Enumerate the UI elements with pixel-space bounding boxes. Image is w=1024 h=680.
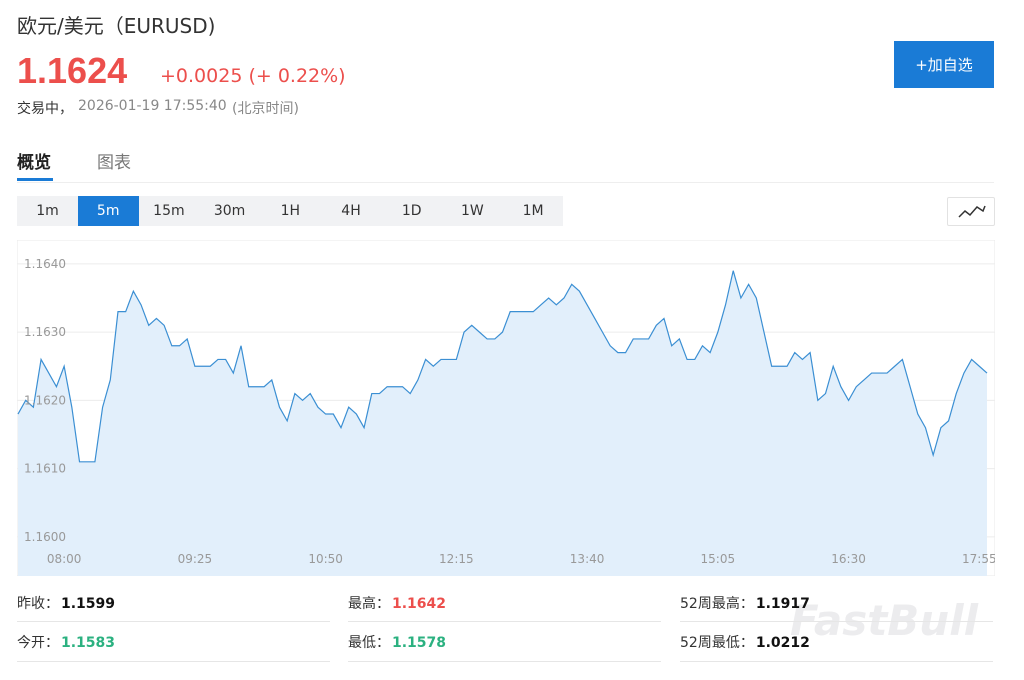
stat: 最高： 1.1642 xyxy=(348,593,446,613)
title: 欧元/美元（EURUSD) xyxy=(17,14,216,38)
row-rule xyxy=(680,621,993,622)
interval-button[interactable]: 1D xyxy=(401,203,422,219)
y-tick-label: 1.1600 xyxy=(24,530,66,544)
row-rule xyxy=(17,661,330,662)
watermark: FastBull xyxy=(790,596,978,645)
stat-label: 52周最高： xyxy=(680,596,754,612)
stat-label: 今开： xyxy=(17,635,59,651)
x-tick-label: 17:55 xyxy=(962,552,995,566)
stat: 52周最低： 1.0212 xyxy=(680,632,810,652)
y-tick-label: 1.1630 xyxy=(24,325,66,339)
row-rule xyxy=(680,661,993,662)
chart-style-icon xyxy=(958,205,986,218)
stat-value: 1.1578 xyxy=(392,635,447,651)
x-tick-label: 15:05 xyxy=(701,552,736,566)
stat: 52周最高： 1.1917 xyxy=(680,593,810,613)
tab-indicator xyxy=(17,178,53,181)
y-tick-label: 1.1610 xyxy=(24,462,66,476)
interval-button[interactable]: 1W xyxy=(461,203,484,219)
stat: 昨收： 1.1599 xyxy=(17,593,115,613)
stat-value: 1.1917 xyxy=(755,596,810,612)
interval-button[interactable]: 15m xyxy=(153,203,185,219)
stat-value: 1.1642 xyxy=(392,596,447,612)
icon-line xyxy=(958,205,986,218)
y-tick-label: 1.1620 xyxy=(24,393,66,407)
y-tick-label: 1.1640 xyxy=(24,257,66,271)
stat: 最低： 1.1578 xyxy=(348,632,446,652)
status: 交易中， xyxy=(17,101,73,117)
interval-button[interactable]: 1H xyxy=(280,203,301,219)
stat-label: 最低： xyxy=(348,635,390,651)
separator xyxy=(17,182,994,183)
price-line xyxy=(17,270,988,463)
interval-button[interactable]: 4H xyxy=(341,203,361,219)
timezone: (北京时间) xyxy=(232,101,299,117)
x-tick-label: 08:00 xyxy=(47,552,82,566)
stat-label: 昨收： xyxy=(17,596,59,612)
interval-button[interactable]: 1m xyxy=(36,203,59,219)
add-watchlist-button[interactable]: +加自选 xyxy=(894,41,994,88)
price-change: +0.0025 (+ 0.22%) xyxy=(160,65,346,87)
row-rule xyxy=(348,621,661,622)
interval-button[interactable]: 30m xyxy=(213,203,246,219)
stat: 今开： 1.1583 xyxy=(17,632,115,652)
stat-value: 1.1583 xyxy=(61,635,116,651)
timestamp: 2026-01-19 17:55:40 xyxy=(78,98,227,114)
interval-button[interactable]: 1M xyxy=(522,203,544,219)
price-chart: 1.1600 1.1610 1.1620 1.1630 1.1640 08:00 09:25… xyxy=(17,240,995,576)
stat-value: 1.1599 xyxy=(61,596,116,612)
interval-button[interactable]: 5m xyxy=(77,196,139,226)
tab[interactable]: 概览 xyxy=(17,153,51,173)
x-tick-label: 12:15 xyxy=(439,552,474,566)
tab[interactable]: 图表 xyxy=(97,153,131,173)
row-rule xyxy=(17,621,330,622)
price: 1.1624 xyxy=(17,50,128,91)
stat-label: 52周最低： xyxy=(680,635,754,651)
x-tick-label: 13:40 xyxy=(570,552,605,566)
x-tick-label: 10:50 xyxy=(308,552,343,566)
stat-label: 最高： xyxy=(348,596,390,612)
x-tick-label: 16:30 xyxy=(831,552,866,566)
area-fill xyxy=(18,270,987,576)
row-rule xyxy=(348,661,661,662)
chart-style-button[interactable] xyxy=(947,197,995,226)
x-tick-label: 09:25 xyxy=(178,552,213,566)
stat-value: 1.0212 xyxy=(755,635,810,651)
